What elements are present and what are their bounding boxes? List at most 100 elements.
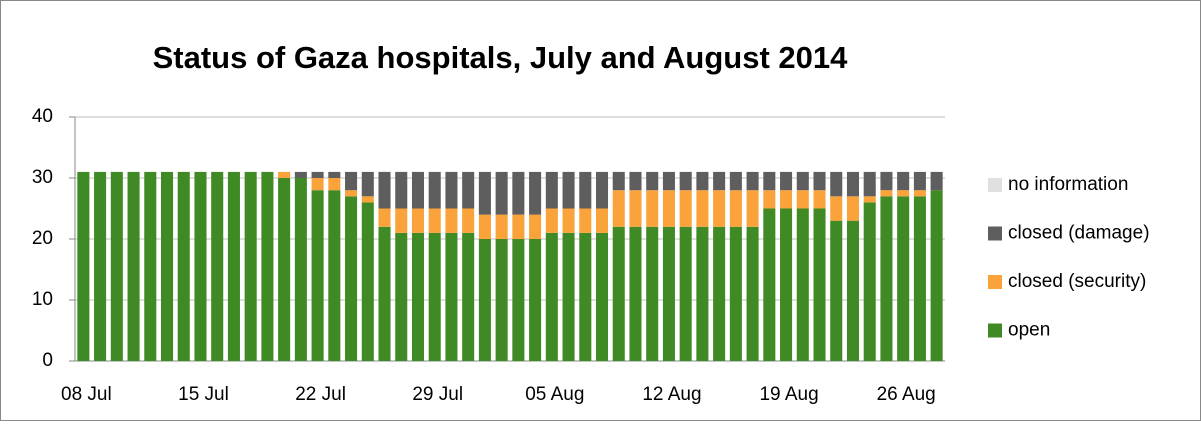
bar-segment xyxy=(913,196,926,361)
bar-segment xyxy=(813,171,826,191)
bar-segment xyxy=(612,226,625,361)
bar-segment xyxy=(780,208,793,361)
bar-segment xyxy=(529,239,542,361)
bar-segment xyxy=(595,171,609,209)
bar-segment xyxy=(612,171,625,191)
bar-segment xyxy=(897,196,910,361)
bar-segment xyxy=(345,196,358,361)
bar-segment xyxy=(746,171,759,191)
bar-segment xyxy=(328,190,341,361)
bar-segment xyxy=(378,226,391,361)
bar-segment xyxy=(863,171,876,197)
bar-segment xyxy=(813,208,826,361)
bar-segment xyxy=(545,208,558,233)
bar-segment xyxy=(512,214,525,239)
y-tick-label: 40 xyxy=(32,106,53,127)
bar-segment xyxy=(780,190,793,209)
bar-segment xyxy=(830,171,843,197)
bar-segment xyxy=(311,171,324,178)
bar-segment xyxy=(646,190,659,227)
legend-label: open xyxy=(1008,320,1050,341)
bar-segment xyxy=(512,239,525,361)
bar-segment xyxy=(646,226,659,361)
bar-segment xyxy=(545,171,558,209)
bar-segment xyxy=(679,190,692,227)
bar-segment xyxy=(629,171,642,191)
bar-segment xyxy=(462,232,475,361)
bar-segment xyxy=(144,171,157,361)
x-tick-label: 22 Jul xyxy=(295,384,346,405)
bar-segment xyxy=(177,171,190,361)
legend-label: closed (security) xyxy=(1008,271,1146,292)
bar-segment xyxy=(746,226,759,361)
x-tick-label: 19 Aug xyxy=(759,384,818,405)
bar-segment xyxy=(110,171,123,361)
bar-segment xyxy=(495,239,508,361)
bar-segment xyxy=(629,226,642,361)
bar-segment xyxy=(411,232,425,361)
chart-title: Status of Gaza hospitals, July and Augus… xyxy=(153,40,849,75)
x-tick-label: 29 Jul xyxy=(412,384,463,405)
bar-segment xyxy=(796,190,809,209)
bar-segment xyxy=(595,232,609,361)
bar-segment xyxy=(428,208,441,233)
bar-segment xyxy=(763,208,776,361)
bar-segment xyxy=(445,232,458,361)
bar-segment xyxy=(261,171,274,361)
bar-segment xyxy=(646,171,659,191)
bar-segment xyxy=(579,232,592,361)
bar-segment xyxy=(395,232,408,361)
bar-segment xyxy=(294,171,307,178)
x-tick-label: 12 Aug xyxy=(642,384,701,405)
bar-segment xyxy=(411,171,425,209)
bar-segment xyxy=(780,171,793,191)
bar-segment xyxy=(662,226,675,361)
bar-segment xyxy=(913,190,926,197)
bar-segment xyxy=(863,202,876,361)
y-tick-label: 30 xyxy=(32,167,53,188)
bar-segment xyxy=(345,190,358,197)
legend-label: no information xyxy=(1008,174,1128,195)
bar-segment xyxy=(579,171,592,209)
bar-segment xyxy=(880,196,893,361)
bar-segment xyxy=(662,190,675,227)
bar-segment xyxy=(395,171,408,209)
bar-segment xyxy=(311,190,324,361)
bar-segment xyxy=(211,171,224,361)
bar-segment xyxy=(763,190,776,209)
x-tick-label: 15 Jul xyxy=(178,384,229,405)
bar-segment xyxy=(629,190,642,227)
bar-segment xyxy=(227,171,240,361)
bar-segment xyxy=(713,171,726,191)
bar-segment xyxy=(897,171,910,191)
bar-segment xyxy=(361,171,374,197)
bar-segment xyxy=(713,226,726,361)
bar-segment xyxy=(529,171,542,215)
legend-swatch xyxy=(988,275,1002,289)
bar-segment xyxy=(729,226,742,361)
bar-segment xyxy=(830,220,843,361)
bar-segment xyxy=(529,214,542,239)
y-tick-label: 0 xyxy=(42,350,53,371)
bar-segment xyxy=(696,190,709,227)
bar-segment xyxy=(512,171,525,215)
bar-segment xyxy=(428,171,441,209)
bar-segment xyxy=(361,202,374,361)
bar-segment xyxy=(930,171,943,191)
bar-segment xyxy=(445,208,458,233)
bar-segment xyxy=(679,171,692,191)
bar-segment xyxy=(328,171,341,178)
bar-segment xyxy=(679,226,692,361)
bar-segment xyxy=(880,171,893,191)
bar-segment xyxy=(562,232,575,361)
bar-segment xyxy=(478,214,491,239)
legend-label: closed (damage) xyxy=(1008,223,1150,244)
y-tick-label: 20 xyxy=(32,228,53,249)
y-tick-label: 10 xyxy=(32,289,53,310)
bar-segment xyxy=(846,171,860,197)
bar-segment xyxy=(545,232,558,361)
bar-segment xyxy=(278,178,291,361)
bar-segment xyxy=(796,208,809,361)
bar-segment xyxy=(846,220,860,361)
